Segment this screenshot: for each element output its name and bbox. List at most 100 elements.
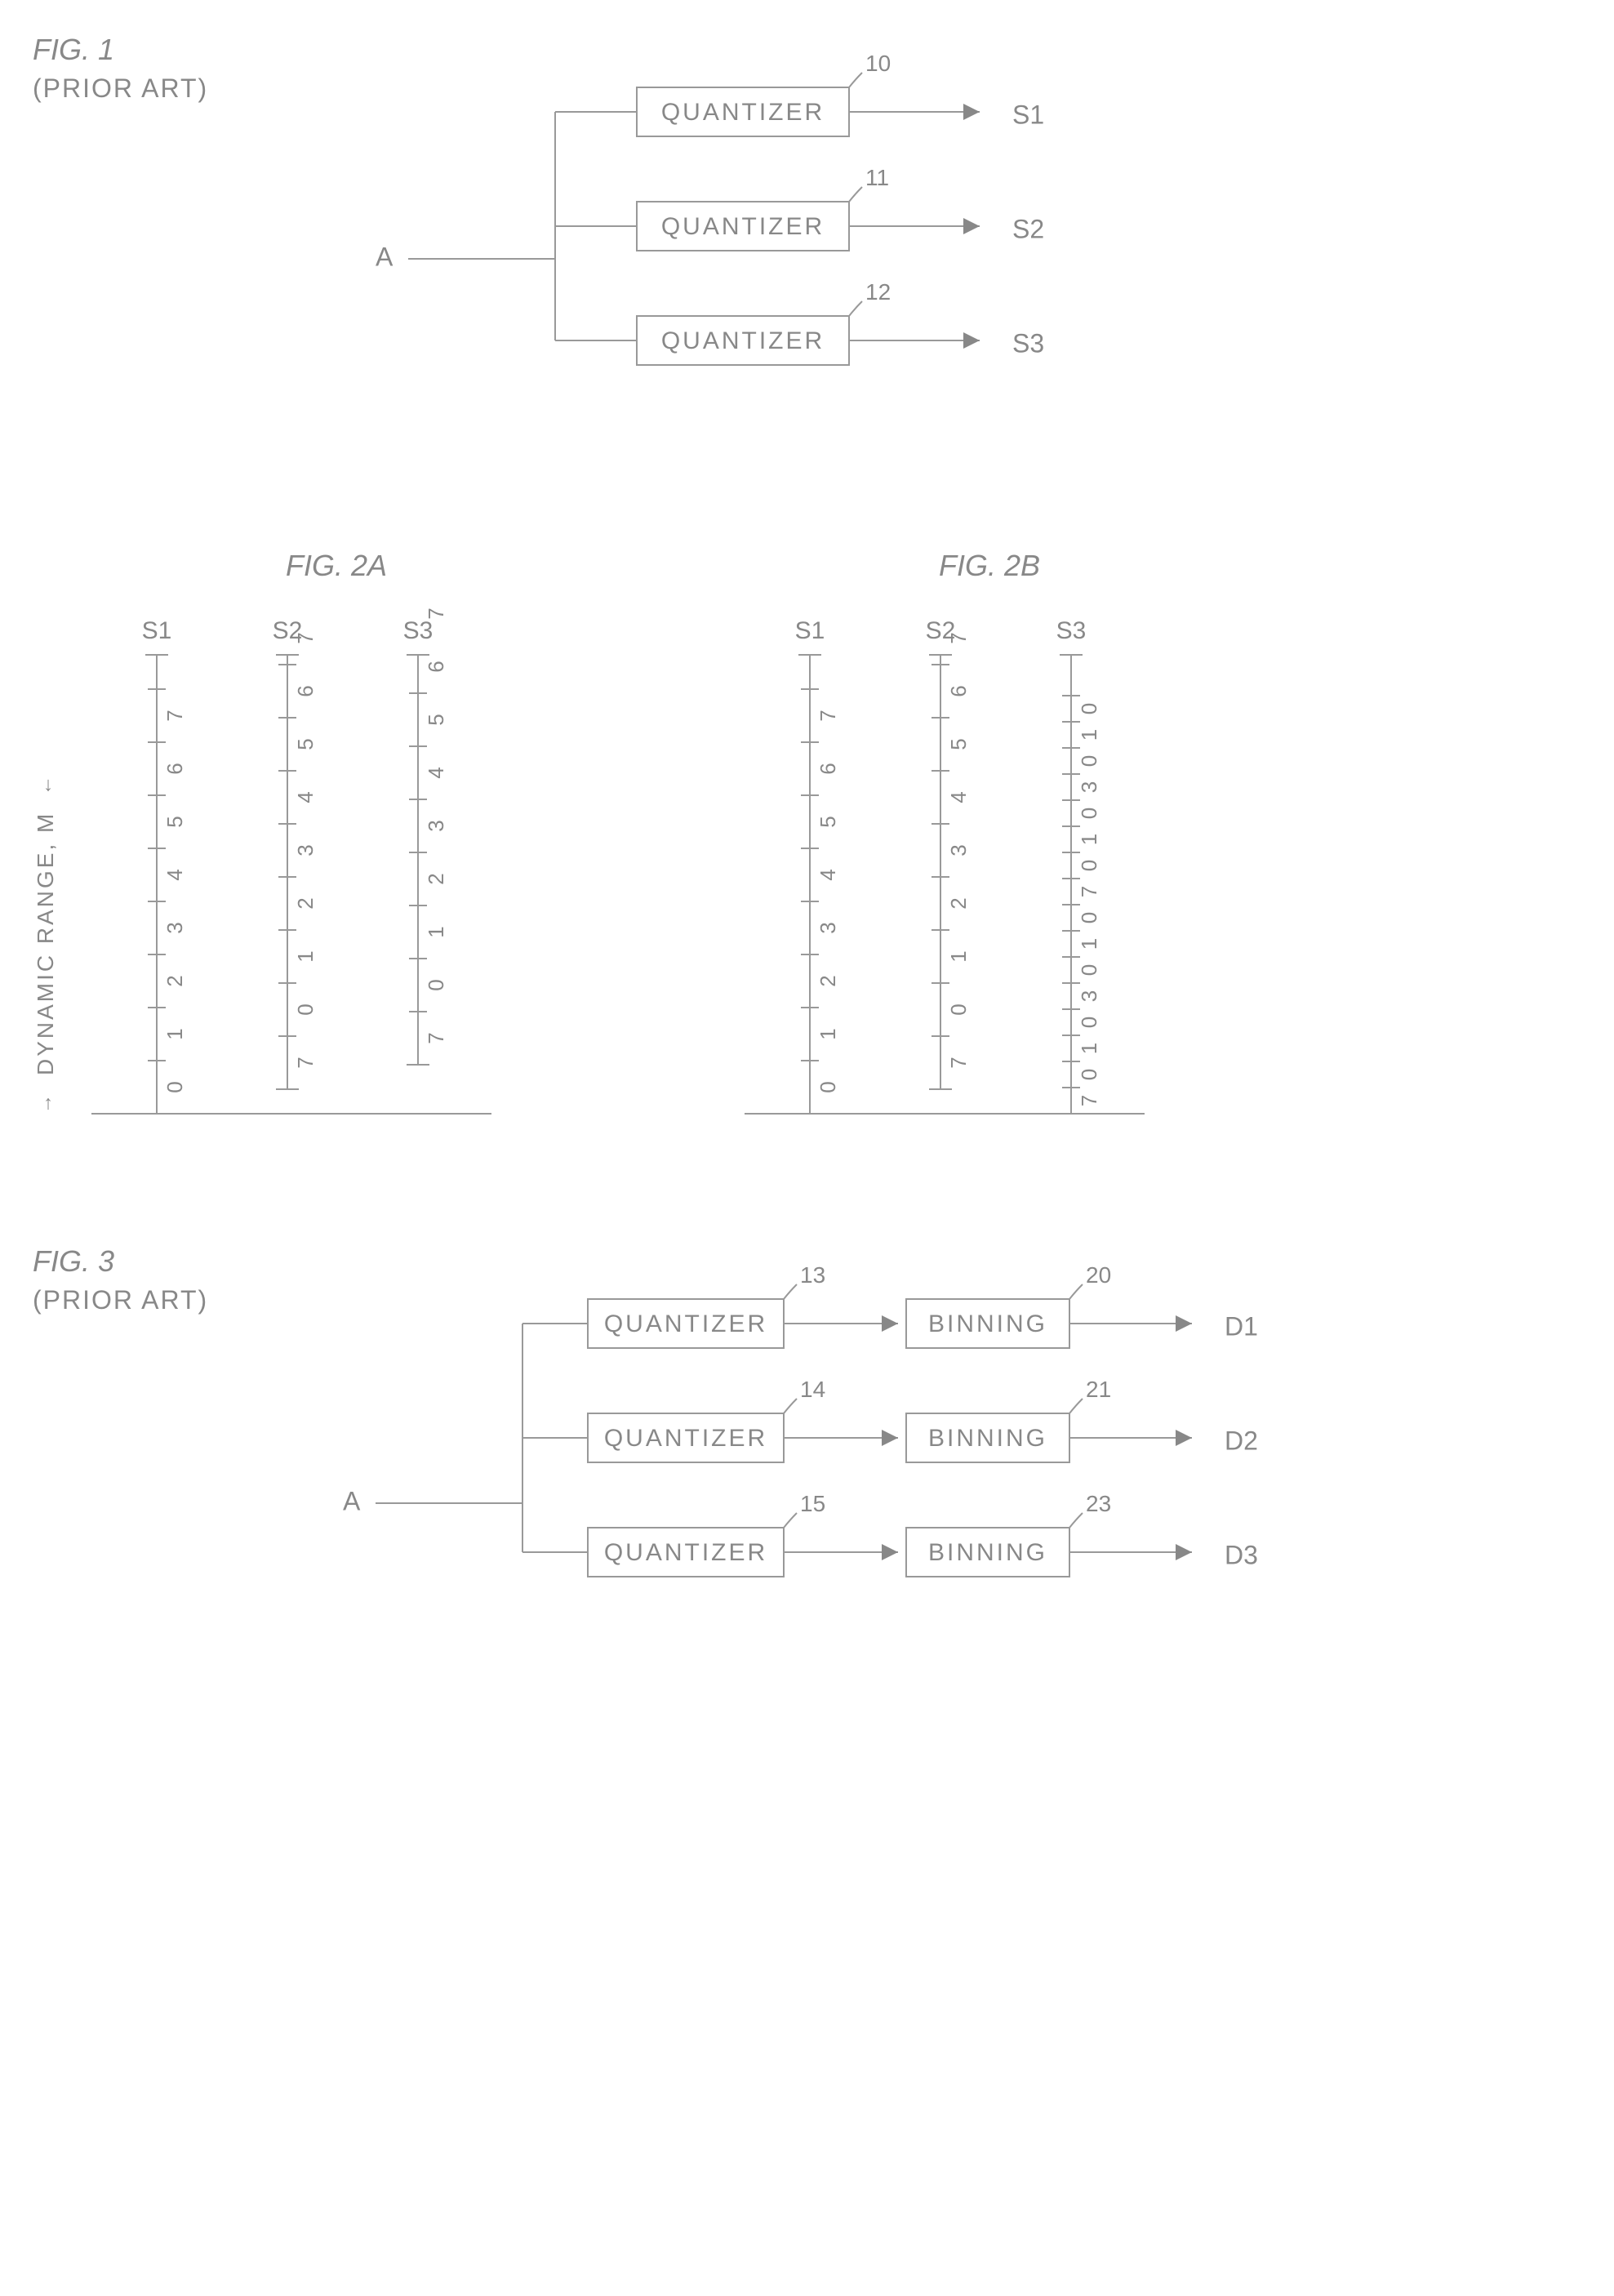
fig3-blead-1: [1069, 1399, 1083, 1413]
fig1-input-label: A: [376, 242, 393, 271]
y-arrow-up: →: [34, 1092, 57, 1114]
fig3-qlead-2: [784, 1513, 797, 1528]
tick-label-2-10: 1: [1077, 834, 1101, 845]
tick-label-1-1: 0: [946, 1003, 971, 1015]
y-arrow-down: ←: [34, 773, 57, 795]
fig3-svg: A QUANTIZER 13 BINNING 20 D1 QUANTIZER 1…: [327, 1266, 1469, 1658]
tick-label-0-5: 5: [162, 816, 187, 827]
fig1-subtitle: (PRIOR ART): [33, 73, 208, 104]
tick-label-2-5: 0: [1077, 964, 1101, 976]
tick-label-2-4: 3: [1077, 990, 1101, 1002]
tick-label-1-1: 0: [293, 1003, 318, 1015]
fig1-title: FIG. 1: [33, 33, 208, 67]
tick-label-0-3: 3: [816, 922, 840, 933]
fig3-qlead-1: [784, 1399, 797, 1413]
fig2b-group: FIG. 2B S101234567S2701234567S3701030107…: [736, 549, 1243, 1146]
fig3-blead-2: [1069, 1513, 1083, 1528]
tick-label-0-2: 2: [162, 975, 187, 986]
tick-label-0-1: 1: [816, 1028, 840, 1039]
tick-label-0-6: 6: [816, 763, 840, 774]
tick-label-2-7: 0: [1077, 912, 1101, 923]
figure-1: FIG. 1 (PRIOR ART) A QUANTIZER 10: [33, 33, 1581, 451]
fig2b-title: FIG. 2B: [939, 549, 1040, 583]
tick-label-2-4: 3: [424, 820, 448, 831]
tick-label-0-5: 5: [816, 816, 840, 827]
tick-label-2-3: 0: [1077, 1017, 1101, 1028]
fig3-qref-2: 15: [800, 1491, 825, 1516]
fig2a-title: FIG. 2A: [286, 549, 387, 583]
tick-label-2-0: 7: [424, 1032, 448, 1043]
y-axis-text: DYNAMIC RANGE, M: [33, 812, 59, 1075]
tick-label-1-0: 7: [293, 1057, 318, 1068]
tick-label-0-4: 4: [816, 869, 840, 880]
tick-label-1-5: 4: [946, 791, 971, 803]
figure-3: FIG. 3 (PRIOR ART) A QUANTIZER 13 BINNI: [33, 1244, 1581, 1662]
tick-label-1-0: 7: [946, 1057, 971, 1068]
tick-label-2-15: 0: [1077, 703, 1101, 714]
tick-label-1-8: 7: [946, 632, 971, 643]
tick-label-2-1: 0: [1077, 1069, 1101, 1080]
fig2a-group: FIG. 2A S101234567S2701234567S3701234567: [83, 549, 589, 1146]
tick-label-2-13: 0: [1077, 755, 1101, 767]
tick-label-2-12: 3: [1077, 781, 1101, 793]
tick-label-2-5: 4: [424, 767, 448, 778]
tick-label-2-9: 0: [1077, 860, 1101, 871]
tick-label-0-1: 1: [162, 1028, 187, 1039]
tick-label-0-7: 7: [162, 710, 187, 721]
tick-label-0-7: 7: [816, 710, 840, 721]
fig3-bref-0: 20: [1086, 1262, 1111, 1288]
fig3-output-2: D3: [1225, 1540, 1258, 1569]
fig1-lead-0: [849, 73, 862, 87]
fig3-bref-2: 23: [1086, 1491, 1111, 1516]
tick-label-2-14: 1: [1077, 729, 1101, 741]
tick-label-2-1: 0: [424, 979, 448, 990]
fig3-blabel-1: BINNING: [928, 1425, 1047, 1452]
tick-label-2-8: 7: [424, 607, 448, 619]
tick-label-1-8: 7: [293, 632, 318, 643]
fig3-output-1: D2: [1225, 1426, 1258, 1455]
tick-label-0-2: 2: [816, 975, 840, 986]
y-axis-label: → DYNAMIC RANGE, M ←: [33, 673, 59, 1114]
tick-label-2-6: 5: [424, 714, 448, 725]
tick-label-2-0: 7: [1077, 1095, 1101, 1106]
fig1-output-1: S2: [1012, 214, 1044, 243]
tick-label-2-2: 1: [424, 926, 448, 937]
fig1-box-label-1: QUANTIZER: [661, 213, 825, 240]
scale-header-2: S3: [1056, 617, 1087, 644]
fig2b-svg: S101234567S2701234567S37010301070103010: [736, 607, 1243, 1146]
fig3-qlabel-0: QUANTIZER: [604, 1310, 767, 1337]
tick-label-1-3: 2: [946, 897, 971, 909]
fig3-input-label: A: [343, 1486, 361, 1515]
fig3-blabel-0: BINNING: [928, 1310, 1047, 1337]
tick-label-1-4: 3: [946, 844, 971, 856]
fig1-ref-0: 10: [865, 51, 891, 76]
fig1-output-2: S3: [1012, 328, 1044, 358]
tick-label-1-2: 1: [946, 950, 971, 962]
fig3-blabel-2: BINNING: [928, 1539, 1047, 1566]
tick-label-2-11: 0: [1077, 808, 1101, 819]
tick-label-1-6: 5: [293, 738, 318, 750]
fig2a-svg: S101234567S2701234567S3701234567: [83, 607, 589, 1146]
scale-header-0: S1: [142, 617, 172, 644]
fig1-ref-1: 11: [865, 165, 889, 190]
fig3-bref-1: 21: [1086, 1377, 1111, 1402]
tick-label-0-0: 0: [816, 1081, 840, 1092]
tick-label-1-7: 6: [293, 685, 318, 696]
tick-label-1-6: 5: [946, 738, 971, 750]
tick-label-0-0: 0: [162, 1081, 187, 1092]
fig1-svg: A QUANTIZER 10 S1 QUANTIZER 11 S2: [359, 55, 1257, 447]
fig3-qlabel-1: QUANTIZER: [604, 1425, 767, 1452]
fig3-diagram: A QUANTIZER 13 BINNING 20 D1 QUANTIZER 1…: [327, 1266, 1581, 1662]
tick-label-1-4: 3: [293, 844, 318, 856]
tick-label-1-5: 4: [293, 791, 318, 803]
tick-label-2-7: 6: [424, 661, 448, 672]
fig3-qref-1: 14: [800, 1377, 825, 1402]
tick-label-2-2: 1: [1077, 1043, 1101, 1054]
tick-label-1-7: 6: [946, 685, 971, 696]
tick-label-0-6: 6: [162, 763, 187, 774]
fig1-lead-2: [849, 301, 862, 316]
fig3-qlead-0: [784, 1284, 797, 1299]
fig1-lead-1: [849, 187, 862, 202]
figure-2: → DYNAMIC RANGE, M ← FIG. 2A S1 0 1 2 3 4 5 6 7 S…: [33, 549, 1581, 1146]
tick-label-2-6: 1: [1077, 938, 1101, 950]
